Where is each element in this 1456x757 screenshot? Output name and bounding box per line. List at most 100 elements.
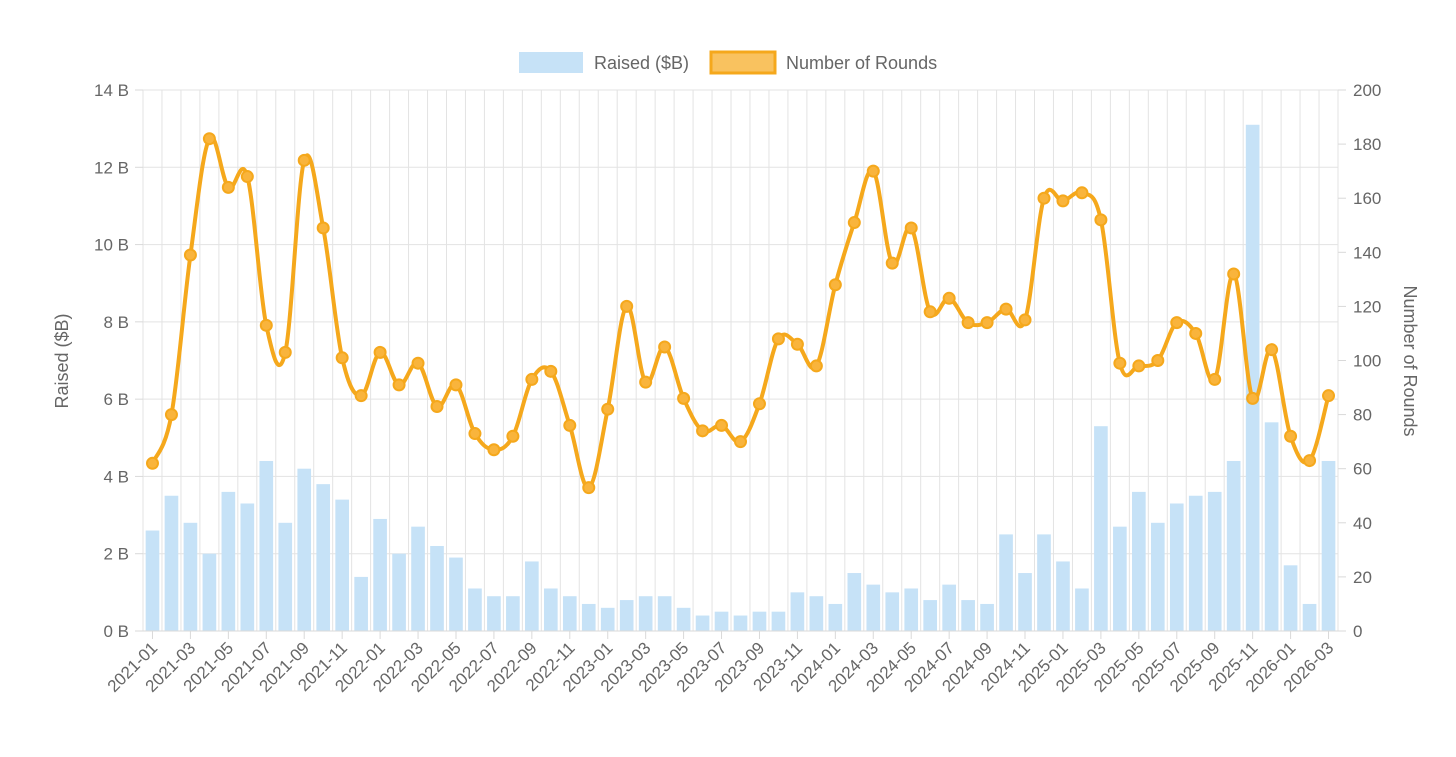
- point-rounds[interactable]: [1303, 454, 1317, 468]
- point-rounds[interactable]: [999, 302, 1013, 316]
- point-rounds[interactable]: [202, 132, 216, 146]
- bar-raised[interactable]: [961, 600, 975, 631]
- bar-raised[interactable]: [392, 553, 406, 631]
- bar-raised[interactable]: [1056, 561, 1070, 631]
- point-rounds[interactable]: [278, 345, 292, 359]
- point-rounds[interactable]: [297, 153, 311, 167]
- bar-raised[interactable]: [543, 588, 558, 631]
- bar-raised[interactable]: [1226, 460, 1241, 631]
- point-rounds[interactable]: [847, 216, 861, 230]
- point-rounds[interactable]: [544, 364, 558, 378]
- bar-raised[interactable]: [562, 596, 577, 631]
- point-rounds[interactable]: [1284, 429, 1298, 443]
- point-rounds[interactable]: [734, 435, 747, 449]
- bar-raised[interactable]: [1075, 588, 1089, 631]
- point-rounds[interactable]: [809, 359, 823, 373]
- bar-raised[interactable]: [278, 522, 293, 631]
- point-rounds[interactable]: [677, 391, 691, 405]
- point-rounds[interactable]: [696, 424, 710, 438]
- point-rounds[interactable]: [411, 356, 425, 370]
- bar-raised[interactable]: [183, 522, 198, 631]
- point-rounds[interactable]: [790, 337, 804, 351]
- point-rounds[interactable]: [1094, 213, 1108, 227]
- point-rounds[interactable]: [1189, 326, 1203, 340]
- legend-swatch-raised[interactable]: [519, 52, 583, 73]
- bar-raised[interactable]: [923, 600, 938, 631]
- point-rounds[interactable]: [866, 164, 880, 178]
- bar-raised[interactable]: [619, 600, 634, 631]
- bar-raised[interactable]: [733, 615, 748, 631]
- bar-raised[interactable]: [809, 596, 824, 631]
- bar-raised[interactable]: [790, 592, 805, 631]
- point-rounds[interactable]: [335, 351, 349, 365]
- point-rounds[interactable]: [373, 345, 387, 359]
- point-rounds[interactable]: [1170, 316, 1184, 330]
- point-rounds[interactable]: [771, 332, 785, 346]
- bar-raised[interactable]: [1113, 526, 1127, 631]
- point-rounds[interactable]: [1075, 186, 1089, 200]
- bar-raised[interactable]: [164, 495, 179, 631]
- bar-raised[interactable]: [373, 518, 387, 631]
- bar-raised[interactable]: [525, 561, 539, 631]
- bar-raised[interactable]: [1302, 603, 1317, 631]
- point-rounds[interactable]: [183, 248, 197, 262]
- bar-raised[interactable]: [1264, 422, 1279, 631]
- point-rounds[interactable]: [1208, 372, 1222, 386]
- point-rounds[interactable]: [392, 378, 406, 392]
- bar-raised[interactable]: [847, 573, 862, 631]
- bar-raised[interactable]: [221, 491, 236, 631]
- point-rounds[interactable]: [487, 443, 501, 457]
- point-rounds[interactable]: [1037, 191, 1051, 205]
- bar-raised[interactable]: [449, 557, 463, 631]
- bar-raised[interactable]: [354, 576, 368, 631]
- bar-raised[interactable]: [506, 596, 520, 631]
- point-rounds[interactable]: [601, 402, 615, 416]
- bar-raised[interactable]: [1283, 565, 1298, 631]
- point-rounds[interactable]: [828, 278, 842, 292]
- point-rounds[interactable]: [164, 408, 178, 422]
- point-rounds[interactable]: [145, 456, 159, 470]
- point-rounds[interactable]: [904, 221, 918, 235]
- bar-raised[interactable]: [1188, 495, 1203, 631]
- point-rounds[interactable]: [620, 299, 634, 313]
- bar-raised[interactable]: [468, 588, 482, 631]
- point-rounds[interactable]: [1151, 354, 1165, 367]
- point-rounds[interactable]: [1246, 391, 1260, 405]
- point-rounds[interactable]: [354, 389, 368, 403]
- point-rounds[interactable]: [1056, 194, 1070, 208]
- bar-raised[interactable]: [600, 607, 615, 631]
- point-rounds[interactable]: [563, 418, 577, 432]
- bar-raised[interactable]: [145, 530, 160, 631]
- bar-raised[interactable]: [1094, 426, 1108, 631]
- point-rounds[interactable]: [1265, 343, 1279, 357]
- bar-raised[interactable]: [980, 603, 994, 631]
- point-rounds[interactable]: [658, 340, 672, 354]
- bar-raised[interactable]: [904, 588, 919, 631]
- bar-raised[interactable]: [828, 603, 843, 631]
- bar-raised[interactable]: [999, 534, 1013, 631]
- legend-label-rounds[interactable]: Number of Rounds: [786, 53, 937, 73]
- point-rounds[interactable]: [468, 427, 482, 441]
- bar-raised[interactable]: [335, 499, 349, 631]
- point-rounds[interactable]: [221, 180, 235, 194]
- point-rounds[interactable]: [316, 221, 330, 235]
- bar-raised[interactable]: [240, 503, 255, 631]
- bar-raised[interactable]: [1321, 460, 1336, 631]
- bar-raised[interactable]: [771, 611, 786, 631]
- bar-raised[interactable]: [676, 607, 691, 631]
- point-rounds[interactable]: [582, 481, 596, 495]
- bar-raised[interactable]: [714, 611, 729, 631]
- bar-raised[interactable]: [638, 596, 653, 631]
- point-rounds[interactable]: [1132, 359, 1146, 373]
- point-rounds[interactable]: [715, 418, 729, 432]
- bar-raised[interactable]: [581, 603, 596, 631]
- bar-raised[interactable]: [657, 596, 672, 631]
- point-rounds[interactable]: [259, 318, 273, 332]
- bar-raised[interactable]: [1207, 491, 1222, 631]
- point-rounds[interactable]: [1227, 267, 1241, 281]
- bar-raised[interactable]: [1150, 522, 1165, 631]
- point-rounds[interactable]: [639, 375, 653, 389]
- bar-raised[interactable]: [752, 611, 767, 631]
- point-rounds[interactable]: [430, 399, 444, 413]
- bar-raised[interactable]: [1132, 491, 1146, 631]
